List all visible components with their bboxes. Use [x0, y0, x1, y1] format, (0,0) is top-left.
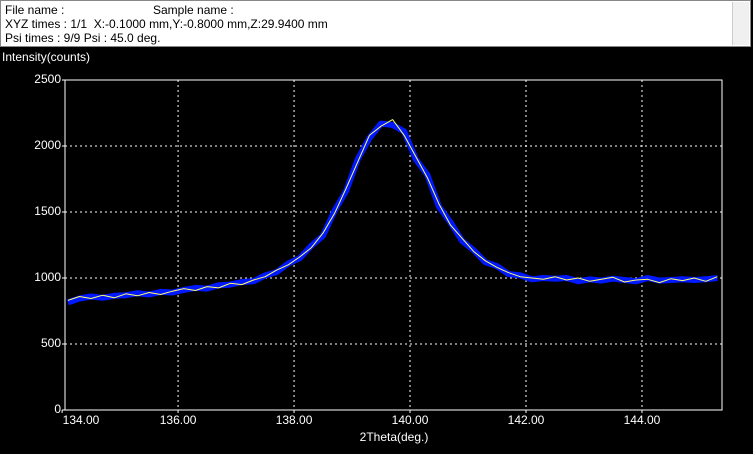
- series-line: [66, 120, 718, 306]
- y-tick-label: 2500: [34, 72, 61, 86]
- xyz-info: XYZ times : 1/1 X:-0.1000 mm,Y:-0.8000 m…: [5, 17, 328, 31]
- x-tick-label: 136.00: [160, 413, 197, 427]
- y-tick-label: 500: [41, 336, 61, 350]
- x-tick-label: 142.00: [508, 413, 545, 427]
- x-tick-label: 134.00: [63, 413, 100, 427]
- y-tick-label: 2000: [34, 138, 61, 152]
- y-tick-label: 1000: [34, 270, 61, 284]
- x-tick-label: 144.00: [624, 413, 661, 427]
- file-name: File name :: [5, 3, 65, 17]
- series-line: [67, 119, 718, 301]
- y-tick-label: 1500: [34, 204, 61, 218]
- sample-name: Sample name :: [153, 3, 234, 17]
- scrollbar[interactable]: [732, 2, 749, 45]
- y-tick-label: 0: [54, 402, 61, 416]
- x-tick-label: 138.00: [276, 413, 313, 427]
- x-axis-label: 2Theta(deg.): [360, 430, 429, 444]
- psi-info: Psi times : 9/9 Psi : 45.0 deg.: [5, 31, 161, 45]
- plot-frame: [64, 79, 723, 411]
- info-panel: File name : Sample name : XYZ times : 1/…: [0, 0, 751, 47]
- x-tick-label: 140.00: [392, 413, 429, 427]
- y-axis-label: Intensity(counts): [2, 50, 90, 64]
